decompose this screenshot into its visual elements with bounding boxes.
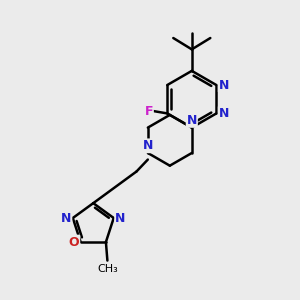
- Text: N: N: [61, 212, 71, 224]
- Text: F: F: [145, 104, 153, 118]
- Text: N: N: [187, 114, 197, 127]
- Text: N: N: [219, 107, 229, 120]
- Text: N: N: [219, 79, 229, 92]
- Text: N: N: [115, 212, 125, 224]
- Text: O: O: [69, 236, 80, 248]
- Text: N: N: [143, 139, 153, 152]
- Text: CH₃: CH₃: [97, 264, 118, 274]
